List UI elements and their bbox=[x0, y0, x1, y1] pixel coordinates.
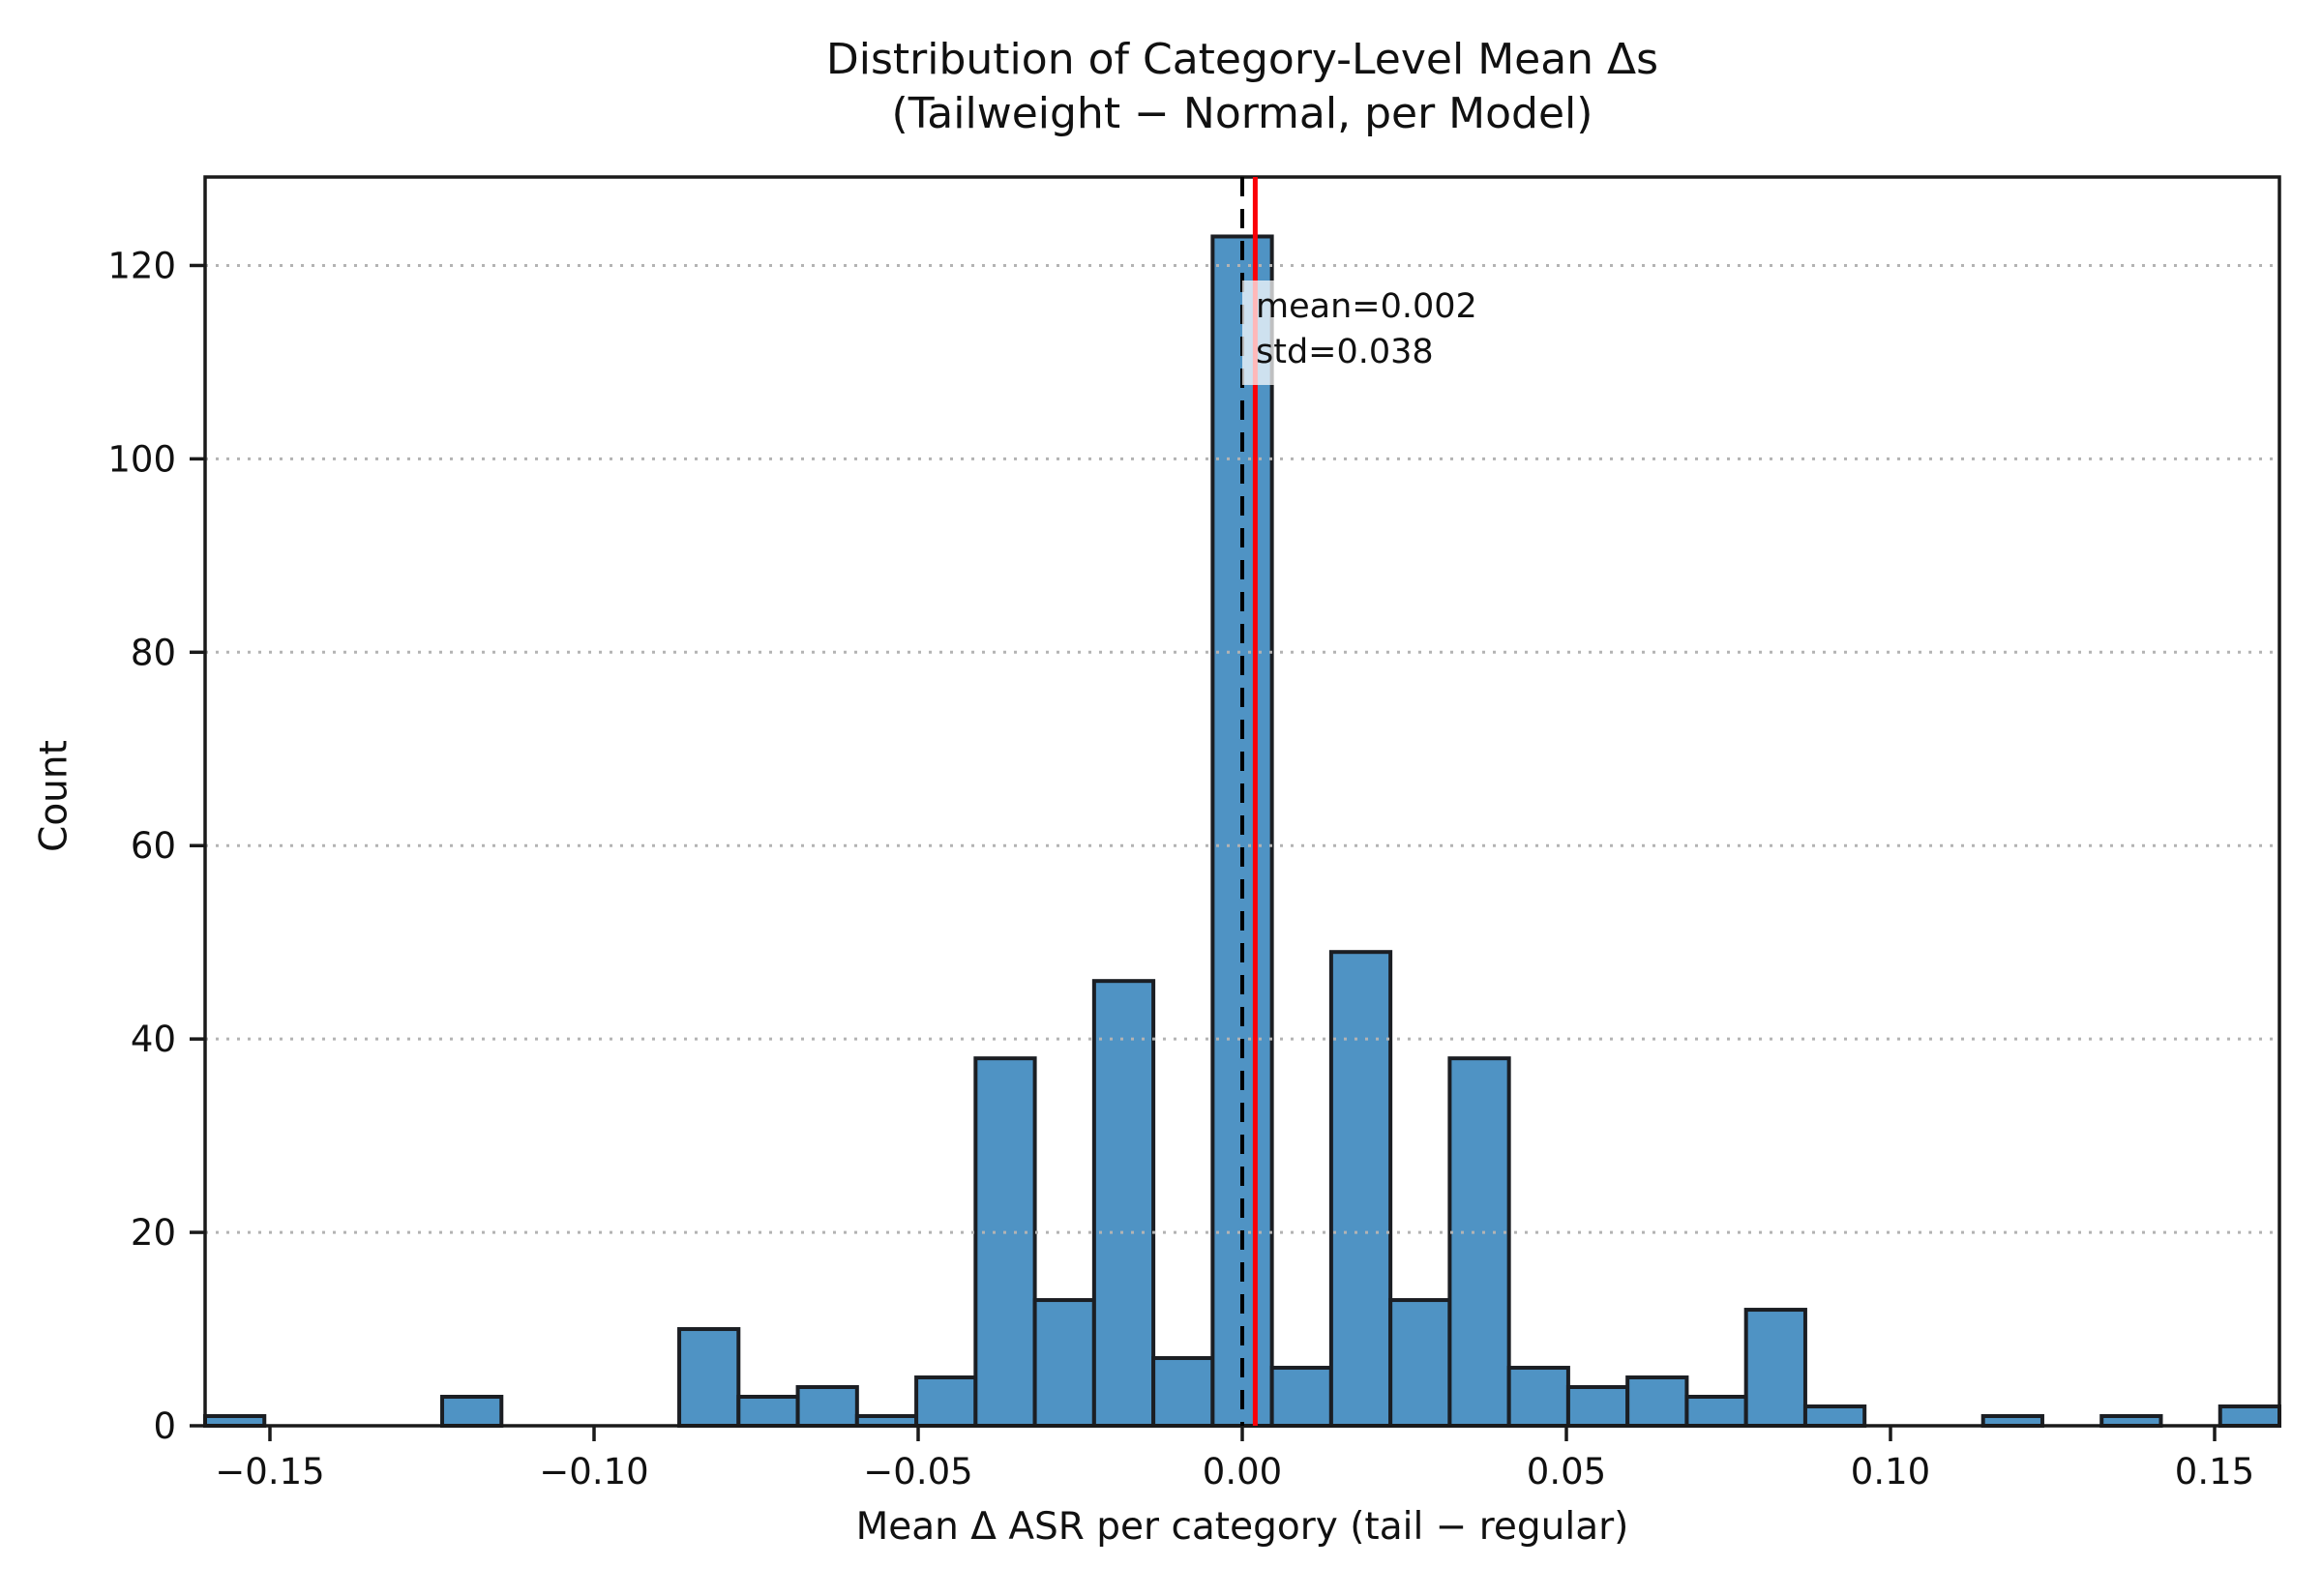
y-tick-label: 20 bbox=[131, 1212, 176, 1254]
histogram-bar bbox=[1743, 1308, 1807, 1429]
histogram-bar bbox=[1565, 1385, 1630, 1429]
histogram-bar bbox=[1684, 1395, 1748, 1428]
y-tick-label: 120 bbox=[107, 245, 176, 286]
histogram-bar bbox=[1506, 1366, 1570, 1428]
histogram-bar bbox=[1328, 950, 1393, 1428]
histogram-bar bbox=[1802, 1404, 1867, 1428]
histogram-bar bbox=[973, 1056, 1037, 1428]
histogram-bar bbox=[1388, 1298, 1452, 1428]
y-tick-label: 60 bbox=[131, 825, 176, 867]
chart-title-line1: Distribution of Category-Level Mean Δs bbox=[825, 35, 1659, 84]
stats-std-text: std=0.038 bbox=[1256, 333, 1434, 371]
x-tick-label: −0.05 bbox=[863, 1451, 972, 1493]
histogram-bar bbox=[2218, 1404, 2282, 1428]
y-tick-label: 40 bbox=[131, 1019, 176, 1060]
x-tick-label: 0.10 bbox=[1851, 1451, 1930, 1493]
histogram-bar bbox=[1625, 1375, 1689, 1429]
x-axis-label: Mean Δ ASR per category (tail − regular) bbox=[855, 1505, 1629, 1549]
histogram-bar bbox=[1032, 1298, 1096, 1428]
histogram-bar bbox=[1151, 1356, 1215, 1428]
x-tick-label: 0.00 bbox=[1203, 1451, 1282, 1493]
histogram-bar bbox=[677, 1327, 741, 1428]
histogram-bar bbox=[1091, 979, 1156, 1428]
histogram-bar bbox=[1447, 1056, 1511, 1428]
x-tick-label: −0.15 bbox=[215, 1451, 324, 1493]
histogram-bar bbox=[736, 1395, 800, 1428]
histogram-bar bbox=[914, 1375, 978, 1429]
y-tick-label: 0 bbox=[153, 1405, 176, 1447]
histogram-bar bbox=[795, 1385, 859, 1429]
y-tick-label: 80 bbox=[131, 632, 176, 673]
chart-title-line2: (Tailweight − Normal, per Model) bbox=[891, 89, 1593, 138]
stats-mean-text: mean=0.002 bbox=[1256, 287, 1477, 326]
stats-annotation: mean=0.002 std=0.038 bbox=[1242, 281, 1493, 385]
x-tick-label: 0.05 bbox=[1527, 1451, 1606, 1493]
x-tick-label: 0.15 bbox=[2175, 1451, 2254, 1493]
histogram-bar bbox=[1269, 1366, 1333, 1428]
y-tick-label: 100 bbox=[107, 438, 176, 480]
x-tick-label: −0.10 bbox=[539, 1451, 648, 1493]
histogram-bar bbox=[440, 1395, 504, 1428]
chart-title: Distribution of Category-Level Mean Δs (… bbox=[205, 33, 2279, 141]
y-axis-label: Count bbox=[32, 740, 76, 852]
